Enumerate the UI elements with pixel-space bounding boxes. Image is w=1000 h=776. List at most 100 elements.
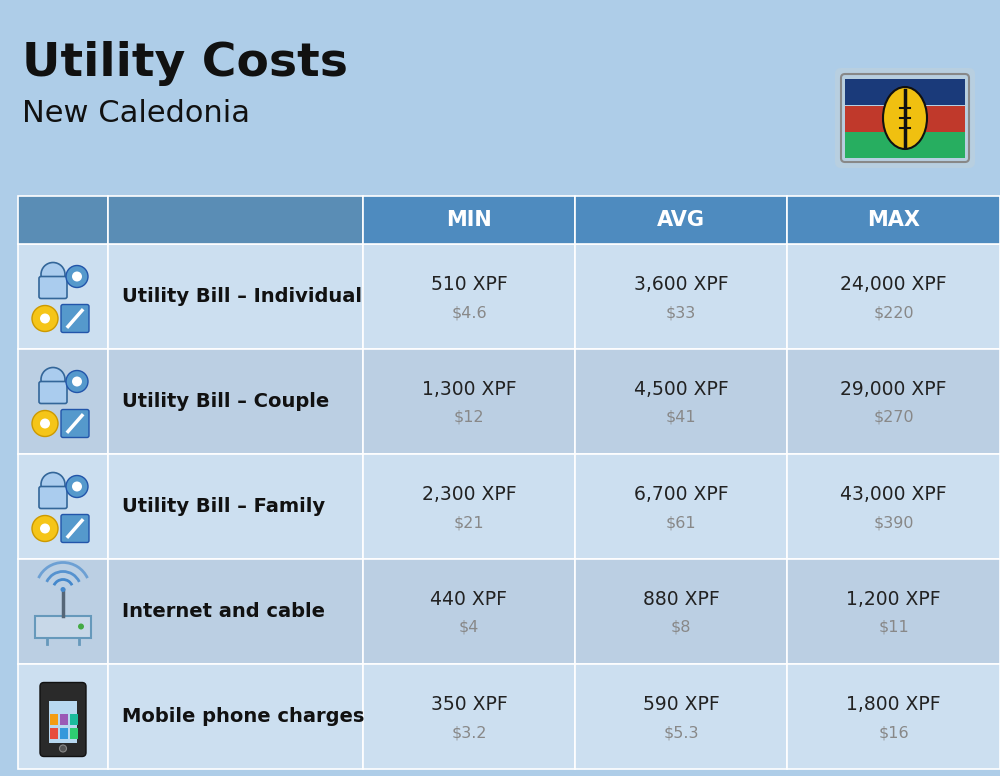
FancyBboxPatch shape [787,196,1000,244]
Text: Utility Costs: Utility Costs [22,41,348,86]
Text: 440 XPF: 440 XPF [430,590,508,609]
Circle shape [41,473,65,497]
Text: $33: $33 [666,305,696,320]
Circle shape [78,623,84,629]
Text: $12: $12 [454,410,484,425]
FancyBboxPatch shape [39,276,67,299]
Text: $61: $61 [666,515,696,530]
FancyBboxPatch shape [575,349,787,454]
FancyBboxPatch shape [363,349,575,454]
FancyBboxPatch shape [18,349,108,454]
Text: Utility Bill – Family: Utility Bill – Family [122,497,325,516]
FancyBboxPatch shape [575,244,787,349]
FancyBboxPatch shape [50,713,58,725]
Text: 1,200 XPF: 1,200 XPF [846,590,941,609]
FancyBboxPatch shape [39,382,67,404]
Text: $8: $8 [671,620,691,635]
Circle shape [40,418,50,428]
Text: Utility Bill – Individual: Utility Bill – Individual [122,287,362,306]
FancyBboxPatch shape [575,454,787,559]
FancyBboxPatch shape [787,454,1000,559]
Circle shape [32,411,58,436]
Circle shape [41,262,65,286]
Text: 2,300 XPF: 2,300 XPF [422,485,516,504]
FancyBboxPatch shape [787,244,1000,349]
FancyBboxPatch shape [18,559,108,664]
FancyBboxPatch shape [49,701,77,743]
FancyBboxPatch shape [108,196,363,244]
Text: $3.2: $3.2 [451,725,487,740]
Text: $390: $390 [873,515,914,530]
FancyBboxPatch shape [845,106,965,132]
Text: 4,500 XPF: 4,500 XPF [634,380,728,399]
Text: $16: $16 [878,725,909,740]
Text: $11: $11 [878,620,909,635]
FancyBboxPatch shape [575,559,787,664]
FancyBboxPatch shape [18,196,108,244]
Text: 43,000 XPF: 43,000 XPF [840,485,947,504]
FancyBboxPatch shape [845,132,965,158]
Text: 880 XPF: 880 XPF [643,590,719,609]
Circle shape [32,306,58,331]
FancyBboxPatch shape [18,454,108,559]
FancyBboxPatch shape [35,615,91,638]
FancyBboxPatch shape [108,244,363,349]
Text: 24,000 XPF: 24,000 XPF [840,275,947,294]
FancyBboxPatch shape [575,196,787,244]
Text: 29,000 XPF: 29,000 XPF [840,380,947,399]
Circle shape [66,476,88,497]
Text: 1,800 XPF: 1,800 XPF [846,695,941,714]
Text: 510 XPF: 510 XPF [431,275,507,294]
Text: $270: $270 [873,410,914,425]
Text: 1,300 XPF: 1,300 XPF [422,380,516,399]
FancyBboxPatch shape [70,728,78,739]
Text: MAX: MAX [867,210,920,230]
FancyBboxPatch shape [575,664,787,769]
FancyBboxPatch shape [18,244,108,349]
Circle shape [32,515,58,542]
FancyBboxPatch shape [787,664,1000,769]
Text: $4.6: $4.6 [451,305,487,320]
Circle shape [72,376,82,386]
FancyBboxPatch shape [108,349,363,454]
Text: 350 XPF: 350 XPF [431,695,507,714]
Text: 590 XPF: 590 XPF [643,695,719,714]
Text: MIN: MIN [446,210,492,230]
FancyBboxPatch shape [363,244,575,349]
FancyBboxPatch shape [108,559,363,664]
Circle shape [66,370,88,393]
FancyBboxPatch shape [363,559,575,664]
FancyBboxPatch shape [39,487,67,508]
Text: $21: $21 [454,515,484,530]
FancyBboxPatch shape [108,664,363,769]
Text: $220: $220 [873,305,914,320]
FancyBboxPatch shape [787,349,1000,454]
FancyBboxPatch shape [363,196,575,244]
Circle shape [72,481,82,491]
FancyBboxPatch shape [18,664,108,769]
Circle shape [60,745,66,752]
Circle shape [41,368,65,392]
FancyBboxPatch shape [61,304,89,332]
Text: $41: $41 [666,410,696,425]
FancyBboxPatch shape [60,713,68,725]
FancyBboxPatch shape [845,79,965,105]
FancyBboxPatch shape [108,454,363,559]
Circle shape [40,524,50,534]
FancyBboxPatch shape [363,454,575,559]
FancyBboxPatch shape [363,664,575,769]
FancyBboxPatch shape [787,559,1000,664]
FancyBboxPatch shape [835,68,975,168]
Ellipse shape [883,87,927,149]
Text: New Caledonia: New Caledonia [22,99,250,128]
Text: $4: $4 [459,620,479,635]
Text: Internet and cable: Internet and cable [122,602,325,621]
Text: Utility Bill – Couple: Utility Bill – Couple [122,392,329,411]
Text: Mobile phone charges: Mobile phone charges [122,707,364,726]
Circle shape [40,314,50,324]
FancyBboxPatch shape [40,683,86,757]
Circle shape [66,265,88,287]
Text: 6,700 XPF: 6,700 XPF [634,485,728,504]
FancyBboxPatch shape [70,713,78,725]
Text: $5.3: $5.3 [663,725,699,740]
